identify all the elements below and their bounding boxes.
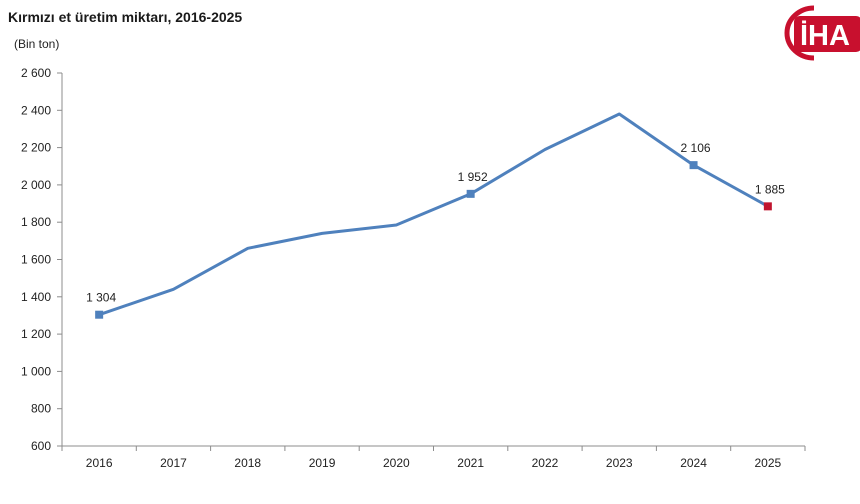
data-point-marker xyxy=(689,161,698,170)
y-tick-label: 1 400 xyxy=(21,290,51,304)
data-label: 1 304 xyxy=(86,291,116,305)
x-tick-label: 2020 xyxy=(383,456,410,470)
y-tick-label: 2 200 xyxy=(21,141,51,155)
y-tick-label: 600 xyxy=(31,439,51,453)
logo-text: İHA xyxy=(800,20,850,52)
y-tick-label: 1 200 xyxy=(21,327,51,341)
x-tick-label: 2025 xyxy=(754,456,781,470)
x-tick-label: 2022 xyxy=(532,456,559,470)
x-tick-label: 2021 xyxy=(457,456,484,470)
data-label: 1 952 xyxy=(458,170,488,184)
y-tick-label: 1 000 xyxy=(21,364,51,378)
y-tick-label: 2 000 xyxy=(21,178,51,192)
data-label: 1 885 xyxy=(755,182,785,196)
x-tick-label: 2018 xyxy=(234,456,261,470)
y-tick-label: 1 800 xyxy=(21,215,51,229)
y-tick-label: 800 xyxy=(31,402,51,416)
y-axis-unit-label: (Bin ton) xyxy=(14,37,60,51)
data-point-marker xyxy=(466,189,475,198)
x-tick-label: 2017 xyxy=(160,456,187,470)
y-tick-label: 1 600 xyxy=(21,253,51,267)
chart-title: Kırmızı et üretim miktarı, 2016-2025 xyxy=(8,9,243,25)
iha-logo: İHA xyxy=(784,2,860,64)
y-tick-label: 2 400 xyxy=(21,103,51,117)
data-label: 2 106 xyxy=(681,141,711,155)
data-point-marker xyxy=(95,310,104,319)
y-tick-label: 2 600 xyxy=(21,66,51,80)
x-tick-label: 2019 xyxy=(309,456,336,470)
logo-ring xyxy=(784,5,815,61)
logo-plate xyxy=(794,16,860,52)
series-line xyxy=(97,112,770,317)
x-tick-label: 2024 xyxy=(680,456,707,470)
x-tick-label: 2023 xyxy=(606,456,633,470)
iha-logo-mark: İHA xyxy=(784,5,860,61)
data-point-marker xyxy=(763,202,772,211)
x-tick-label: 2016 xyxy=(86,456,113,470)
